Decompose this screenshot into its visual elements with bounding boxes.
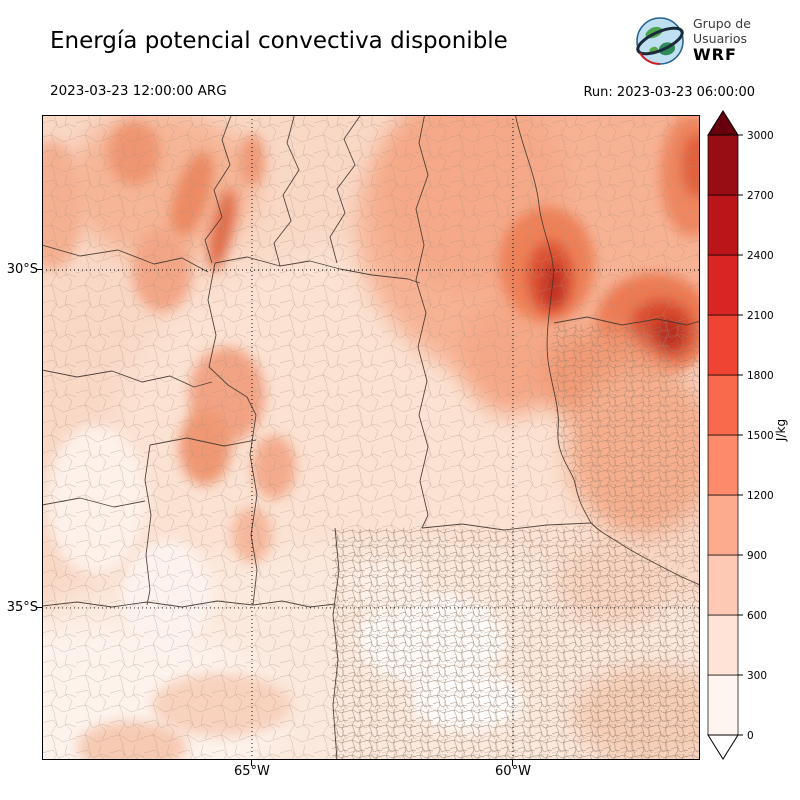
model-run-label: Run: 2023-03-23 06:00:00 xyxy=(583,85,755,100)
colorbar: 0 300 600 900 1200 1500 1800 2100 2400 2700 3000 xyxy=(707,110,774,760)
colorbar-tick-label: 3000 xyxy=(747,130,774,142)
map-canvas xyxy=(42,115,700,760)
axis-tick-mark xyxy=(36,607,42,609)
colorbar-tick-label: 1500 xyxy=(747,430,774,442)
buenos-aires-department-mesh xyxy=(332,525,700,760)
lat-lon-gridlines xyxy=(42,115,700,760)
colorbar-tick-label: 900 xyxy=(747,550,767,562)
lat-tick-label: 35°S xyxy=(6,599,38,615)
axis-tick-mark xyxy=(251,760,253,766)
wrf-users-group-logo: Grupo de Usuarios WRF xyxy=(634,12,784,70)
colorbar-tick-label: 2400 xyxy=(747,250,774,262)
globe-icon xyxy=(636,17,684,66)
logo-model-name: WRF xyxy=(693,45,737,65)
lat-tick-label: 30°S xyxy=(6,261,38,277)
colorbar-unit-label: J/kg xyxy=(774,418,788,442)
valid-time-label: 2023-03-23 12:00:00 ARG xyxy=(50,83,227,99)
entre-rios-department-mesh xyxy=(550,321,700,575)
axis-tick-mark xyxy=(512,760,514,766)
map-frame xyxy=(42,115,700,760)
logo-org-line2: Usuarios xyxy=(693,30,748,46)
figure-title: Energía potencial convectiva disponible xyxy=(50,28,508,54)
colorbar-tick-label: 0 xyxy=(747,730,754,742)
lon-tick-label: 65°W xyxy=(234,764,270,779)
colorbar-tick-label: 1200 xyxy=(747,490,774,502)
lon-tick-label: 60°W xyxy=(495,764,531,779)
colorbar-tick-label: 600 xyxy=(747,610,767,622)
logo-org-line1: Grupo de xyxy=(693,16,751,32)
axis-tick-mark xyxy=(36,269,42,271)
colorbar-tick-label: 2700 xyxy=(747,190,774,202)
colorbar-tick-label: 2100 xyxy=(747,310,774,322)
colorbar-tick-label: 300 xyxy=(747,670,767,682)
province-boundaries xyxy=(42,115,700,760)
colorbar-tick-label: 1800 xyxy=(747,370,774,382)
